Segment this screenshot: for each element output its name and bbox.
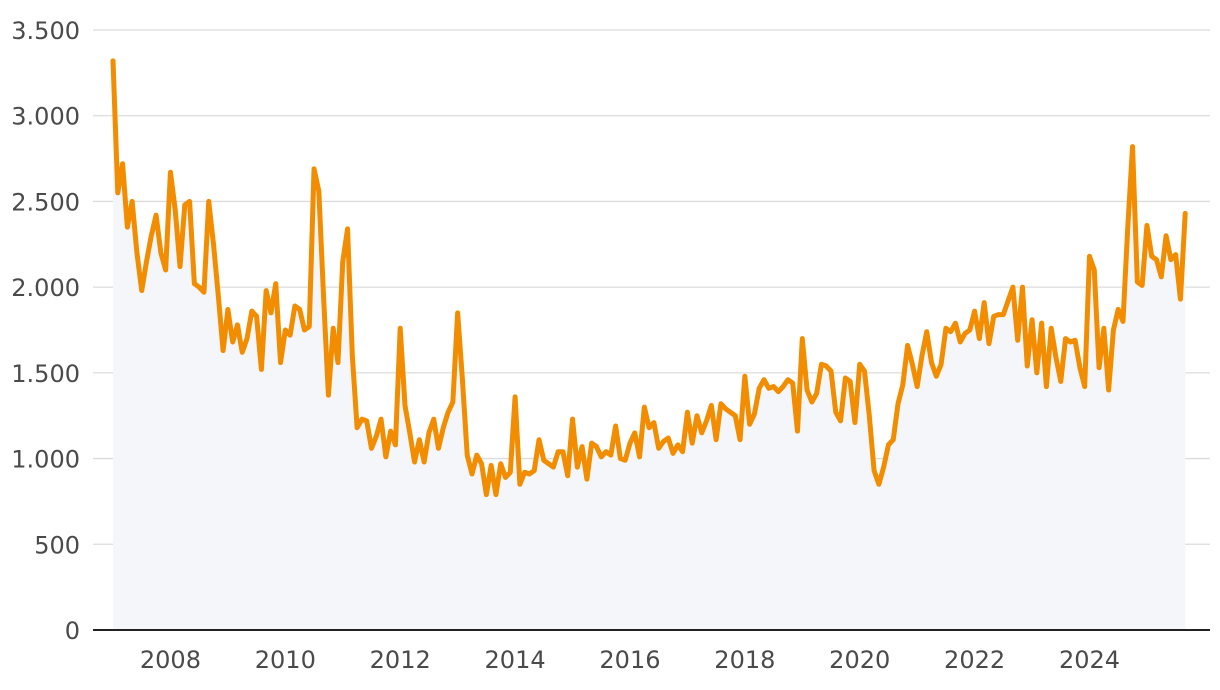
series-line [110,58,1188,498]
x-tick-label: 2012 [370,646,431,674]
x-tick-label: 2016 [599,646,660,674]
x-tick-label: 2008 [140,646,201,674]
y-tick-label: 2.500 [11,188,80,216]
y-tick-label: 2.000 [11,274,80,302]
series-area-fill [113,60,1186,631]
y-tick-label: 500 [34,531,80,559]
x-tick-label: 2022 [944,646,1005,674]
x-tick-label: 2020 [829,646,890,674]
area-fill-layer [113,60,1186,631]
y-tick-label: 3.000 [11,103,80,131]
y-tick-label: 0 [65,617,80,645]
y-axis-tick-labels: 0 500 1.000 1.500 2.000 2.500 3.000 3.500 [11,17,80,645]
x-axis-tick-labels: 2008 2010 2012 2014 2016 2018 2020 2022 2024 [140,646,1120,674]
x-tick-label: 2024 [1059,646,1120,674]
y-tick-label: 1.500 [11,360,80,388]
series-line-layer [110,58,1188,498]
y-tick-label: 1.000 [11,446,80,474]
x-tick-label: 2018 [714,646,775,674]
y-tick-label: 3.500 [11,17,80,45]
x-tick-label: 2010 [255,646,316,674]
x-tick-label: 2014 [485,646,546,674]
